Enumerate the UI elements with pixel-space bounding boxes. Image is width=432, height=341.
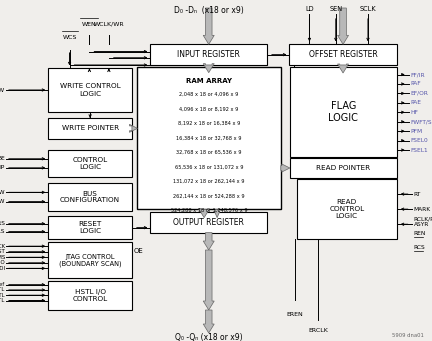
Text: OE: OE <box>133 248 143 254</box>
FancyArrow shape <box>281 164 290 172</box>
Text: FSEL0: FSEL0 <box>411 138 429 143</box>
FancyArrow shape <box>130 124 137 132</box>
Text: INPUT REGISTER: INPUT REGISTER <box>177 50 240 59</box>
Text: HSTL I/O
CONTROL: HSTL I/O CONTROL <box>73 289 108 302</box>
FancyArrow shape <box>203 233 214 250</box>
FancyArrow shape <box>203 64 214 73</box>
Bar <box>290 67 397 157</box>
Text: OFFSET REGISTER: OFFSET REGISTER <box>309 50 378 59</box>
Text: OUTPUT REGISTER: OUTPUT REGISTER <box>173 218 244 227</box>
Text: WCS: WCS <box>62 35 77 40</box>
Text: RT: RT <box>414 192 421 196</box>
Text: TDO: TDO <box>0 260 5 265</box>
Text: WCLK/WR: WCLK/WR <box>94 22 124 27</box>
Text: SCLK: SCLK <box>360 6 376 12</box>
Text: WEN: WEN <box>82 22 97 27</box>
Bar <box>48 150 132 177</box>
Text: TMS: TMS <box>0 255 5 260</box>
Bar <box>137 67 281 209</box>
Text: CONTROL
LOGIC: CONTROL LOGIC <box>73 157 108 170</box>
Text: ASYW: ASYW <box>0 88 5 92</box>
Text: TDI: TDI <box>0 266 5 271</box>
Text: EF/OR: EF/OR <box>411 91 429 96</box>
Text: 65,536 x 18 or 131,072 x 9: 65,536 x 18 or 131,072 x 9 <box>175 165 243 170</box>
Text: TCK: TCK <box>0 244 5 249</box>
Bar <box>150 212 267 233</box>
Text: PRS: PRS <box>0 229 5 234</box>
Text: PFM: PFM <box>411 129 423 134</box>
Text: 262,144 x 18 or 524,288 x 9: 262,144 x 18 or 524,288 x 9 <box>173 194 245 199</box>
Text: RCLK/RD: RCLK/RD <box>414 217 432 222</box>
Text: RCS: RCS <box>414 245 426 250</box>
Text: READ POINTER: READ POINTER <box>316 165 370 171</box>
Text: JTAG CONTROL
(BOUNDARY SCAN): JTAG CONTROL (BOUNDARY SCAN) <box>59 254 121 267</box>
Bar <box>48 242 132 278</box>
FancyArrow shape <box>203 250 214 310</box>
Text: 8,192 x 18 or 16,384 x 9: 8,192 x 18 or 16,384 x 9 <box>178 121 240 126</box>
Text: 131,072 x 18 or 262,144 x 9: 131,072 x 18 or 262,144 x 9 <box>173 179 245 184</box>
Text: WRITE CONTROL
LOGIC: WRITE CONTROL LOGIC <box>60 84 121 97</box>
FancyArrow shape <box>203 8 214 44</box>
Text: REN: REN <box>414 231 426 236</box>
FancyArrow shape <box>215 209 219 218</box>
Text: BUS
CONFIGURATION: BUS CONFIGURATION <box>60 191 120 204</box>
Text: 5909 dna01: 5909 dna01 <box>392 333 424 338</box>
Text: READ
CONTROL
LOGIC: READ CONTROL LOGIC <box>329 199 364 219</box>
Text: BE: BE <box>0 156 5 161</box>
FancyArrow shape <box>199 209 210 218</box>
Text: 524,288 x 18 or 1,048,576 x 9: 524,288 x 18 or 1,048,576 x 9 <box>171 208 248 213</box>
Bar <box>297 179 397 239</box>
FancyArrow shape <box>203 310 214 333</box>
Text: PAF: PAF <box>411 81 421 87</box>
Text: FWFT/SI: FWFT/SI <box>411 119 432 124</box>
Text: OW: OW <box>0 199 5 204</box>
Text: IP: IP <box>0 165 5 170</box>
Bar <box>48 118 132 139</box>
Bar <box>150 44 267 65</box>
Bar <box>289 44 397 65</box>
Text: PAE: PAE <box>411 100 422 105</box>
Text: FLAG
LOGIC: FLAG LOGIC <box>328 101 358 123</box>
Text: RESET
LOGIC: RESET LOGIC <box>79 221 102 234</box>
Text: FSEL1: FSEL1 <box>411 148 428 152</box>
Text: LD: LD <box>305 6 314 12</box>
Bar <box>48 183 132 211</box>
Text: D₀ -Dₙ  (x18 or x9): D₀ -Dₙ (x18 or x9) <box>174 6 244 15</box>
Text: TRST: TRST <box>0 249 5 254</box>
Text: IW: IW <box>0 190 5 195</box>
Text: MARK: MARK <box>414 207 431 212</box>
Bar <box>48 216 132 239</box>
Bar <box>290 158 397 178</box>
Text: FF/IR: FF/IR <box>411 72 425 77</box>
Text: SHSTL: SHSTL <box>0 298 5 303</box>
Text: RHSTL: RHSTL <box>0 293 5 298</box>
Text: ASYR: ASYR <box>414 222 429 227</box>
Text: 4,096 x 18 or 8,192 x 9: 4,096 x 18 or 8,192 x 9 <box>179 107 239 112</box>
Text: MRS: MRS <box>0 221 5 226</box>
Text: WHSTL: WHSTL <box>0 287 5 293</box>
Text: Vref: Vref <box>0 282 5 287</box>
Text: HF: HF <box>411 110 419 115</box>
Bar <box>48 281 132 310</box>
Text: ERCLK: ERCLK <box>308 327 328 332</box>
Text: SEN: SEN <box>329 6 342 12</box>
Text: 2,048 x 18 or 4,096 x 9: 2,048 x 18 or 4,096 x 9 <box>179 92 239 97</box>
Text: 16,384 x 18 or 32,768 x 9: 16,384 x 18 or 32,768 x 9 <box>176 136 242 141</box>
Text: EREN: EREN <box>286 312 303 317</box>
Text: Q₀ -Qₙ (x18 or x9): Q₀ -Qₙ (x18 or x9) <box>175 333 242 341</box>
Bar <box>48 68 132 112</box>
Text: 32,768 x 18 or 65,536 x 9: 32,768 x 18 or 65,536 x 9 <box>176 150 242 155</box>
Text: WRITE POINTER: WRITE POINTER <box>62 125 119 131</box>
FancyArrow shape <box>337 64 349 73</box>
FancyArrow shape <box>337 8 349 44</box>
Text: RAM ARRAY: RAM ARRAY <box>186 78 232 84</box>
